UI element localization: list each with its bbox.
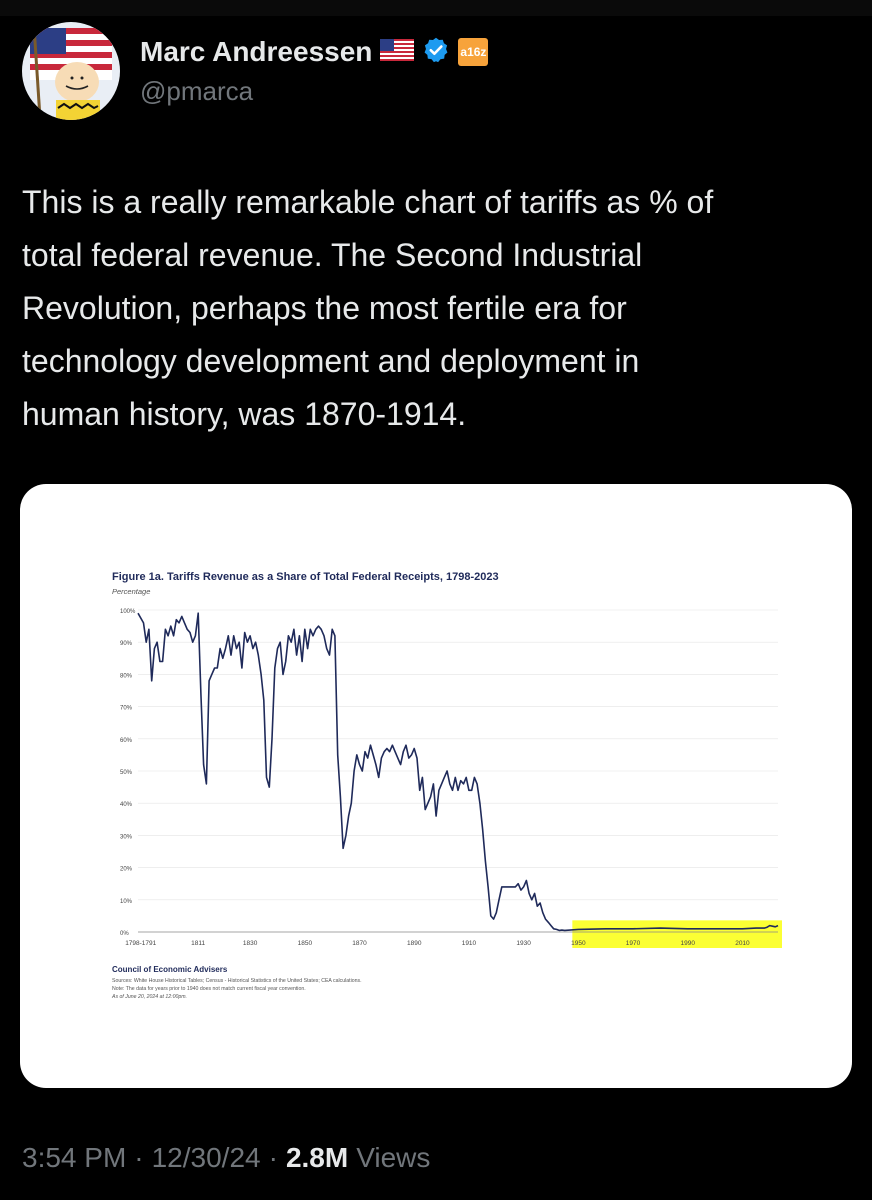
author-row: Marc Andreessen a16z: [140, 34, 489, 70]
y-tick-label: 0%: [120, 931, 129, 937]
verified-badge-icon[interactable]: [422, 36, 450, 69]
y-tick-label: 30%: [120, 834, 133, 840]
x-tick-label: 1870: [352, 940, 367, 947]
top-bar: [0, 0, 872, 16]
tweet-date[interactable]: 12/30/24: [151, 1142, 261, 1173]
y-tick-label: 10%: [120, 899, 133, 905]
x-tick-label: 1990: [681, 940, 696, 947]
separator-dot: ·: [134, 1142, 144, 1173]
chart-note-sources: Sources: White House Historical Tables; …: [112, 978, 362, 984]
author-handle[interactable]: @pmarca: [140, 76, 254, 106]
avatar-image: [22, 22, 120, 120]
x-tick-label: 1890: [407, 940, 422, 947]
tariffs-chart: Figure 1a. Tariffs Revenue as a Share of…: [111, 571, 782, 1000]
affiliate-badge[interactable]: a16z: [458, 38, 489, 66]
views-count: 2.8M: [285, 1142, 349, 1173]
y-tick-label: 40%: [120, 802, 133, 808]
us-flag-icon: [380, 38, 415, 66]
chart-note-date: As of June 20, 2024 at 12:00pm.: [111, 994, 187, 1000]
y-tick-label: 80%: [120, 673, 133, 679]
chart-image-card[interactable]: Figure 1a. Tariffs Revenue as a Share of…: [20, 484, 852, 1088]
y-tick-label: 20%: [120, 867, 133, 873]
y-tick-label: 70%: [120, 706, 133, 712]
chart-note-author: Council of Economic Advisers: [112, 965, 228, 974]
x-tick-label: 1850: [298, 940, 313, 947]
y-tick-label: 60%: [120, 738, 133, 744]
x-tick-label: 1811: [191, 940, 205, 947]
x-tick-label: 1798-1791: [125, 940, 156, 947]
x-tick-label: 1830: [243, 940, 258, 947]
separator-dot: ·: [268, 1142, 278, 1173]
chart-title: Figure 1a. Tariffs Revenue as a Share of…: [112, 571, 499, 583]
chart-note-convention: Note: The data for years prior to 1940 d…: [112, 986, 306, 992]
views-label: Views: [356, 1142, 431, 1173]
x-tick-label: 1910: [462, 940, 477, 947]
y-axis-label: Percentage: [112, 587, 150, 596]
author-name[interactable]: Marc Andreessen: [140, 36, 373, 67]
x-tick-label: 1950: [571, 940, 586, 947]
tweet-footer: 3:54 PM · 12/30/24 · 2.8M Views: [22, 1142, 430, 1174]
y-tick-label: 100%: [120, 609, 136, 615]
highlight-band: [572, 920, 782, 948]
x-tick-label: 1970: [626, 940, 641, 947]
x-tick-label: 1930: [516, 940, 531, 947]
x-tick-label: 2010: [735, 940, 750, 947]
series-line-0: [137, 612, 779, 932]
avatar[interactable]: [22, 22, 120, 120]
y-tick-label: 90%: [120, 641, 133, 647]
y-tick-label: 50%: [120, 770, 133, 776]
tweet-text: This is a really remarkable chart of tar…: [22, 184, 714, 432]
tweet-time[interactable]: 3:54 PM: [22, 1142, 127, 1173]
